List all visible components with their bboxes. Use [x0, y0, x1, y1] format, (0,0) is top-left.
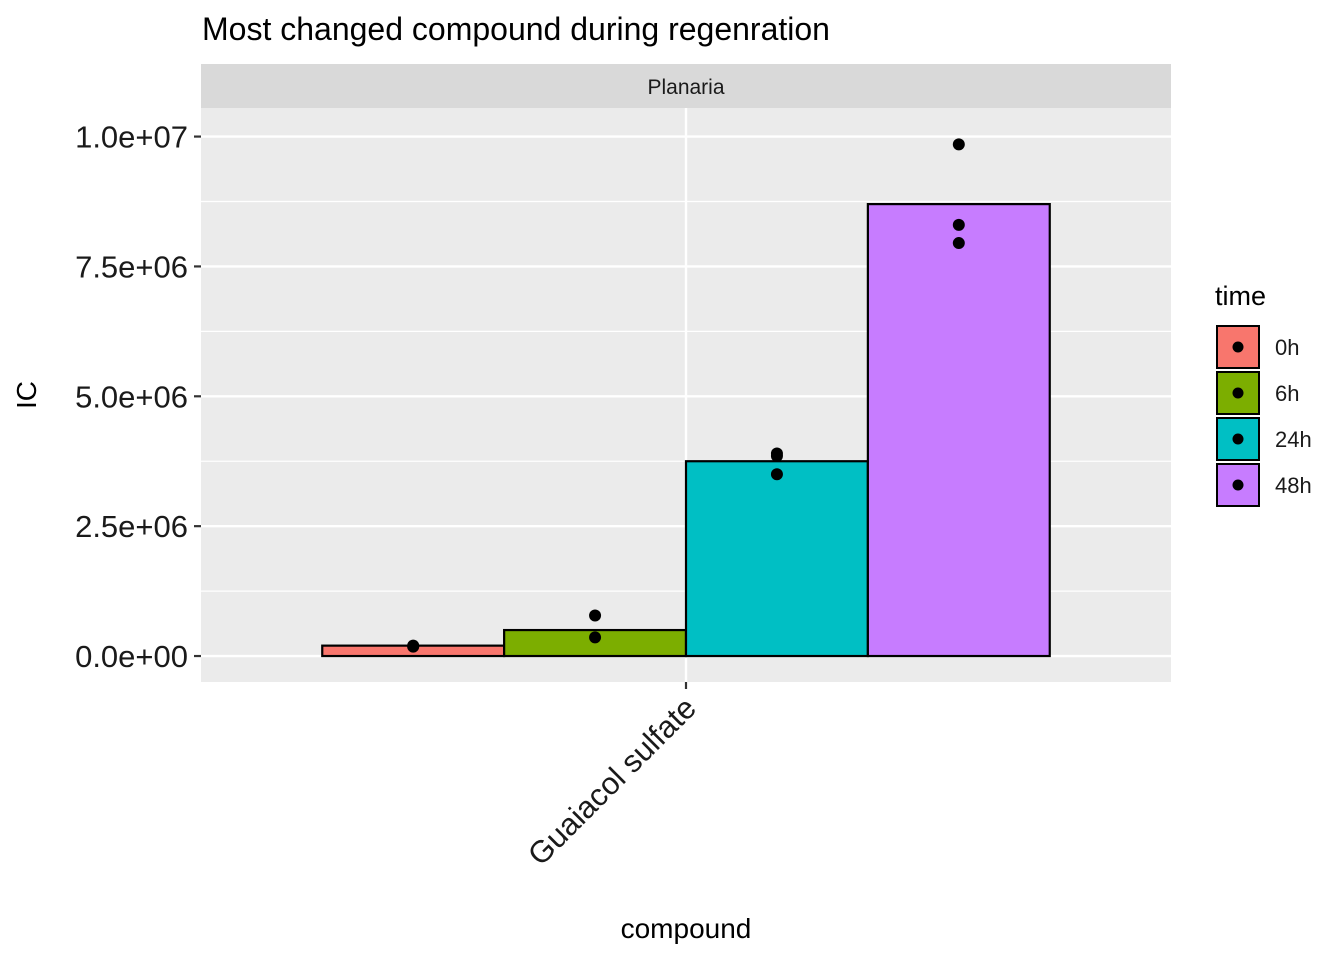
- legend-dot: [1232, 433, 1244, 445]
- y-tick-label: 0.0e+00: [75, 639, 188, 674]
- data-point-6h: [589, 631, 602, 644]
- data-point-48h: [952, 218, 965, 231]
- data-point-24h: [770, 468, 783, 481]
- y-tick-label: 1.0e+07: [75, 120, 188, 155]
- data-point-48h: [952, 237, 965, 250]
- y-tick-label: 7.5e+06: [75, 249, 188, 284]
- legend-label: 48h: [1275, 473, 1312, 498]
- legend-label: 6h: [1275, 381, 1299, 406]
- legend-label: 0h: [1275, 335, 1299, 360]
- chart-title: Most changed compound during regenration: [202, 11, 830, 47]
- y-tick-label: 5.0e+06: [75, 379, 188, 414]
- data-point-6h: [589, 609, 602, 622]
- bars: [321, 202, 1051, 658]
- x-tick-label: Guaiacol sulfate: [521, 690, 703, 872]
- y-axis-title: IC: [11, 381, 42, 409]
- data-points: [407, 138, 965, 653]
- legend: 0h 6h 24h 48h: [1216, 325, 1312, 507]
- data-point-48h: [952, 138, 965, 151]
- legend-dot: [1232, 387, 1244, 399]
- data-point-24h: [770, 450, 783, 463]
- facet-strip: [201, 64, 1171, 108]
- legend-dot: [1232, 341, 1244, 353]
- legend-title: time: [1215, 281, 1266, 311]
- facet-label: Planaria: [647, 76, 724, 99]
- x-axis-title: compound: [621, 913, 752, 944]
- legend-label: 24h: [1275, 427, 1312, 452]
- y-tick-label: 2.5e+06: [75, 509, 188, 544]
- x-axis: Guaiacol sulfate: [521, 682, 703, 872]
- legend-dot: [1232, 479, 1244, 491]
- y-axis: 0.0e+00 2.5e+06 5.0e+06 7.5e+06 1.0e+07: [75, 120, 201, 674]
- bar-48h: [866, 202, 1051, 658]
- bar-24h: [684, 460, 869, 658]
- data-point-0h: [407, 640, 420, 653]
